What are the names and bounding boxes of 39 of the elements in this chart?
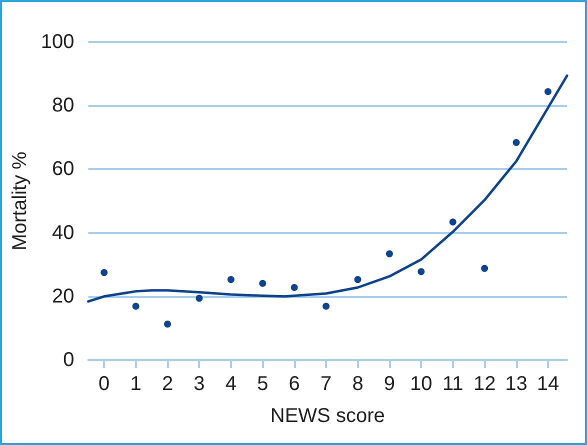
x-tick-label: 4	[225, 373, 236, 395]
x-tick-label: 1	[130, 373, 142, 395]
x-tick-label: 10	[410, 373, 432, 395]
point	[100, 269, 108, 276]
point	[449, 218, 456, 226]
y-axis-title: Mortality %	[9, 151, 31, 250]
point	[227, 276, 234, 284]
point	[259, 280, 266, 287]
point	[481, 264, 488, 272]
x-tick-label: 3	[194, 373, 205, 395]
point	[386, 250, 393, 258]
point	[512, 138, 520, 146]
y-tick-label: 0	[63, 349, 74, 371]
x-tick-label: 5	[257, 373, 268, 395]
x-tick-label: 11	[442, 373, 464, 395]
x-tick-label: 0	[98, 373, 110, 395]
y-tick-label: 40	[52, 222, 74, 244]
y-tick-label: 60	[52, 158, 74, 180]
point	[322, 302, 330, 310]
point	[354, 276, 362, 284]
y-tick-label: 100	[40, 31, 74, 53]
y-tick-label: 20	[52, 285, 74, 308]
x-tick-label: 8	[352, 373, 364, 395]
point	[290, 284, 298, 291]
x-tick-label: 13	[505, 373, 528, 395]
x-tick-label: 2	[162, 373, 174, 395]
x-axis-title: NEWS score	[270, 405, 385, 427]
y-tick-label: 80	[52, 94, 74, 117]
point	[196, 294, 203, 302]
point	[418, 268, 425, 276]
point	[164, 320, 172, 328]
x-tick-label: 9	[384, 373, 396, 395]
x-tick-label: 6	[288, 373, 300, 395]
x-tick-label: 14	[536, 373, 560, 395]
x-tick-label: 12	[473, 373, 496, 395]
line-series	[87, 74, 568, 303]
point	[544, 88, 552, 96]
x-tick-label: 7	[320, 373, 332, 395]
point	[132, 302, 140, 310]
